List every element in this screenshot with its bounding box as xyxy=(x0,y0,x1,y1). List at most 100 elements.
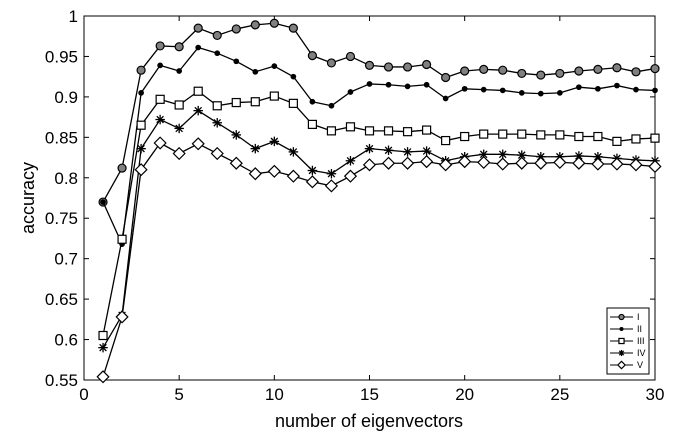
series-ii-point xyxy=(652,87,658,94)
series-v xyxy=(96,136,662,384)
series-iii-point xyxy=(441,135,451,146)
series-iv-point xyxy=(497,149,508,160)
series-v-point xyxy=(534,156,548,170)
series-i-point xyxy=(288,23,298,33)
x-tick-label: 10 xyxy=(265,385,284,404)
y-tick-label: 1 xyxy=(69,7,78,26)
series-iv-point xyxy=(288,147,299,157)
series-ii-point xyxy=(576,84,582,91)
series-ii-point xyxy=(233,58,240,65)
series-iv-point xyxy=(421,146,432,156)
series-iv-point xyxy=(155,114,165,125)
legend-iv-label: IV xyxy=(637,348,646,358)
legend-v-point xyxy=(616,360,627,370)
series-ii-point xyxy=(556,89,563,96)
series-iii-point xyxy=(517,129,527,139)
series-ii-point xyxy=(271,63,278,70)
series-iv-point xyxy=(212,118,222,128)
series-iii-point xyxy=(345,122,356,132)
series-i-point xyxy=(612,63,622,73)
legend-i: I xyxy=(610,312,640,322)
series-iv-point xyxy=(345,156,356,166)
series-iii-point xyxy=(479,129,489,139)
series-iii-point xyxy=(136,120,146,130)
series-i-point xyxy=(536,70,546,80)
series-ii-point xyxy=(518,89,525,96)
series-i-point xyxy=(345,51,356,62)
series-iv-point xyxy=(402,147,413,157)
y-tick-label: 0.65 xyxy=(45,290,78,309)
series-v-point xyxy=(267,164,281,178)
series-iii-point xyxy=(460,131,470,142)
legend-i-label: I xyxy=(637,312,640,322)
series-iii-point xyxy=(288,98,298,108)
series-iii-point xyxy=(98,330,108,341)
series-iii-point xyxy=(555,130,565,140)
series-i-point xyxy=(117,163,127,173)
series-i-point xyxy=(136,65,146,75)
legend-ii-point xyxy=(619,326,624,332)
series-iii-point xyxy=(212,101,222,111)
series-i-point xyxy=(193,23,203,33)
series-i-point xyxy=(422,59,432,70)
legend-iii-point xyxy=(618,337,625,345)
legend-iii: III xyxy=(610,336,645,346)
series-v-point xyxy=(610,157,624,171)
series-v-point xyxy=(343,169,358,183)
series-i-point xyxy=(650,63,660,74)
series-ii-point xyxy=(290,73,297,80)
series-v-point xyxy=(400,156,415,170)
series-ii-point xyxy=(404,83,411,90)
x-tick-label: 5 xyxy=(174,385,183,404)
series-iii-point xyxy=(364,126,375,136)
series-v-point xyxy=(477,155,491,170)
series-v-point xyxy=(439,158,453,172)
legend-iv: IV xyxy=(610,348,646,358)
series-iii-point xyxy=(402,127,413,137)
series-iii-point xyxy=(612,136,622,146)
series-i-point xyxy=(383,62,394,72)
series-v-point xyxy=(229,156,243,170)
series-ii-point xyxy=(442,95,449,102)
series-iv-point xyxy=(136,143,146,154)
series-ii-point xyxy=(138,89,144,96)
series-ii-point xyxy=(461,85,468,92)
series-i-point xyxy=(269,18,279,28)
series-ii-point xyxy=(195,44,202,51)
series-iii-point xyxy=(574,131,584,142)
series-iii xyxy=(98,86,660,341)
series-iii-point xyxy=(250,97,260,107)
series-iv-point xyxy=(307,165,318,176)
series-i-point xyxy=(326,58,337,68)
x-axis-label: number of eigenvectors xyxy=(275,411,463,431)
y-tick-label: 0.6 xyxy=(54,331,78,350)
legend-iv-point xyxy=(618,349,625,357)
series-layer xyxy=(96,18,662,384)
series-i-point xyxy=(250,20,260,30)
y-tick-label: 0.55 xyxy=(45,371,78,390)
series-v-point xyxy=(648,159,662,174)
legend-v: V xyxy=(610,360,643,370)
series-v-point xyxy=(572,156,586,170)
series-ii-point xyxy=(595,85,601,92)
x-tick-label: 25 xyxy=(550,385,569,404)
series-ii-point xyxy=(347,89,354,95)
series-v-point xyxy=(286,169,300,183)
series-ii-point xyxy=(385,81,392,88)
x-tick-label: 0 xyxy=(79,385,88,404)
series-i-point xyxy=(307,51,317,61)
series-iii-point xyxy=(155,94,165,104)
legend-v-label: V xyxy=(637,360,643,370)
series-v-point xyxy=(496,157,510,171)
series-v-point xyxy=(515,156,529,170)
x-tick-label: 15 xyxy=(360,385,379,404)
series-v-point xyxy=(115,310,129,324)
plot-area xyxy=(83,15,656,381)
series-iii-point xyxy=(383,126,394,136)
series-i-point xyxy=(517,68,527,79)
legend-iii-label: III xyxy=(637,336,645,346)
series-ii-point xyxy=(633,86,639,93)
series-v-point xyxy=(191,137,205,151)
tick-labels: 0 5 10 15 20 25 30 0.55 0.6 0.65 0.7 0.75 0.8 0.85 0.9… xyxy=(45,7,665,404)
series-ii-point xyxy=(176,68,183,74)
